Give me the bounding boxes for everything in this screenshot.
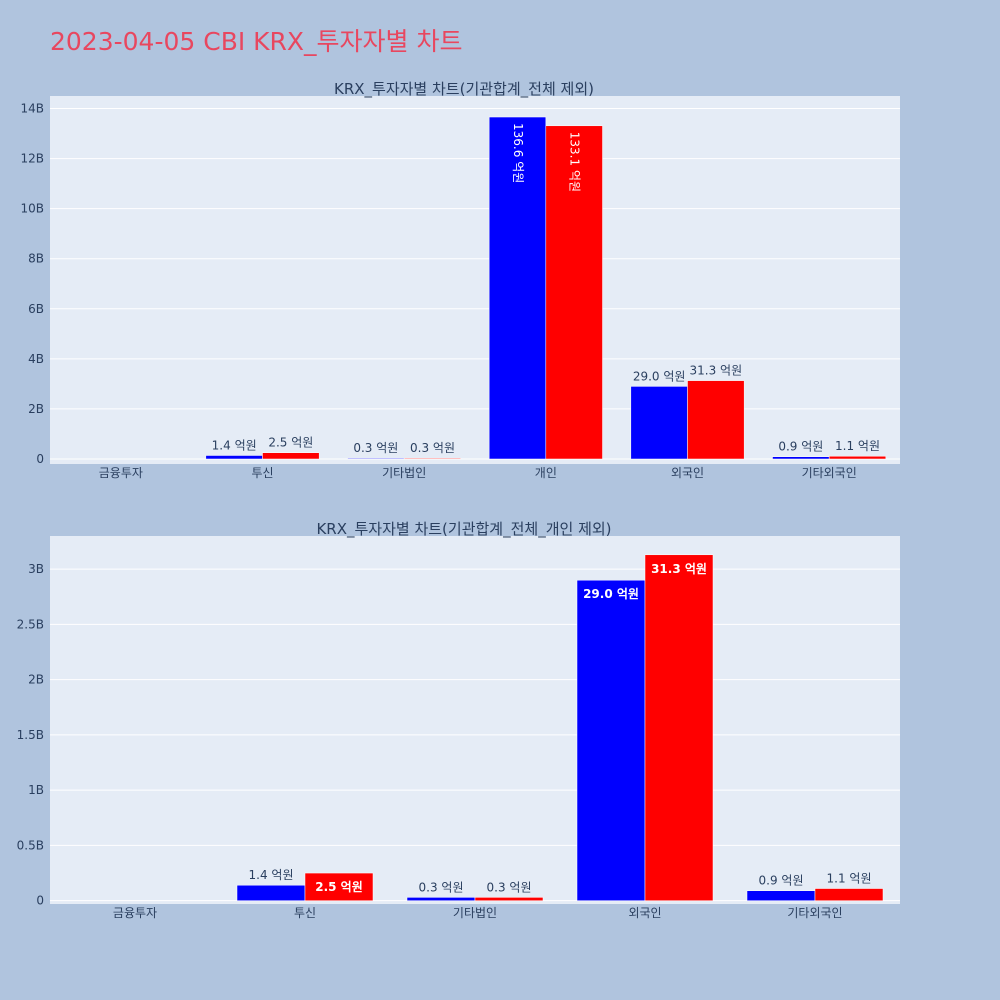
- bar: [644, 554, 714, 901]
- x-tick-label: 투신: [294, 906, 316, 920]
- x-tick-label: 금융투자: [113, 906, 157, 920]
- x-tick-label: 기타외국인: [787, 906, 842, 920]
- bar: [772, 456, 830, 460]
- x-tick-label: 기타법인: [382, 466, 426, 480]
- x-tick-label: 기타외국인: [802, 466, 857, 480]
- y-tick-label: 12B: [20, 152, 44, 166]
- bar: [687, 380, 745, 460]
- bar-data-label: 133.1 억원: [568, 132, 582, 192]
- bar-data-label: 1.4 억원: [212, 438, 257, 452]
- y-tick-label: 2B: [28, 673, 44, 687]
- x-tick-label: 외국인: [628, 906, 661, 920]
- bar: [406, 897, 476, 901]
- bar-data-label: 2.5 억원: [268, 436, 313, 450]
- bar-data-label: 29.0 억원: [583, 587, 639, 601]
- bar: [474, 897, 544, 901]
- bar-data-label: 136.6 억원: [511, 123, 525, 183]
- plot-area: [50, 96, 900, 464]
- x-tick-label: 금융투자: [99, 466, 143, 480]
- chart-1: 0 2B 4B 6B 8B 10B 12B 14B KRX_투자자별 차트(기관합계_전체 제외…: [20, 80, 900, 480]
- chart-title: KRX_투자자별 차트(기관합계_전체_개인 제외): [316, 520, 611, 539]
- chart-title: KRX_투자자별 차트(기관합계_전체 제외): [334, 80, 594, 99]
- bar: [814, 888, 884, 901]
- bar: [403, 457, 462, 460]
- y-tick-label: 4B: [28, 352, 44, 366]
- bar-data-label: 0.3 억원: [410, 441, 455, 455]
- x-tick-label: 외국인: [671, 466, 704, 480]
- y-tick-label: 1B: [28, 783, 44, 797]
- bar-data-label: 1.1 억원: [827, 872, 872, 886]
- chart-2: 0 0.5B 1B 1.5B 2B 2.5B 3B KRX_투자자별 차트(기관합계_전체_개…: [17, 520, 900, 920]
- x-tick-label: 투신: [251, 466, 273, 480]
- y-tick-label: 0.5B: [17, 838, 44, 852]
- y-tick-label: 14B: [20, 102, 44, 116]
- bar: [746, 890, 816, 901]
- y-tick-label: 8B: [28, 252, 44, 266]
- bar-data-label: 0.3 억원: [487, 880, 532, 894]
- bar: [488, 116, 547, 460]
- y-tick-label: 1.5B: [17, 728, 44, 742]
- bar-data-label: 29.0 억원: [633, 369, 686, 383]
- bar: [205, 455, 263, 460]
- bar-data-label: 31.3 억원: [651, 562, 707, 576]
- bar-data-label: 2.5 억원: [315, 880, 363, 894]
- bar-data-label: 0.3 억원: [419, 880, 464, 894]
- bar: [347, 457, 405, 460]
- bar: [304, 872, 374, 901]
- bar: [630, 386, 688, 460]
- page-title: 2023-04-05 CBI KRX_투자자별 차트: [50, 27, 463, 56]
- plot-area: [50, 536, 900, 904]
- y-tick-label: 3B: [28, 562, 44, 576]
- bar-data-label: 1.4 억원: [249, 868, 294, 882]
- bar-data-label: 1.1 억원: [835, 439, 880, 453]
- bar: [828, 455, 887, 460]
- x-tick-label: 기타법인: [453, 906, 497, 920]
- bar-data-label: 0.9 억원: [778, 440, 823, 454]
- x-tick-label: 개인: [535, 466, 557, 480]
- y-tick-label: 2B: [28, 402, 44, 416]
- y-tick-label: 10B: [20, 202, 44, 216]
- bar-data-label: 0.9 억원: [759, 874, 804, 888]
- y-tick-label: 2.5B: [17, 617, 44, 631]
- bar: [262, 452, 320, 460]
- y-tick-label: 0: [36, 894, 44, 908]
- y-tick-label: 6B: [28, 302, 44, 316]
- bar-data-label: 31.3 억원: [690, 364, 743, 378]
- y-tick-label: 0: [36, 452, 44, 466]
- bar: [236, 884, 306, 901]
- bar-data-label: 0.3 억원: [353, 441, 398, 455]
- bar: [576, 579, 646, 901]
- bar: [545, 125, 603, 460]
